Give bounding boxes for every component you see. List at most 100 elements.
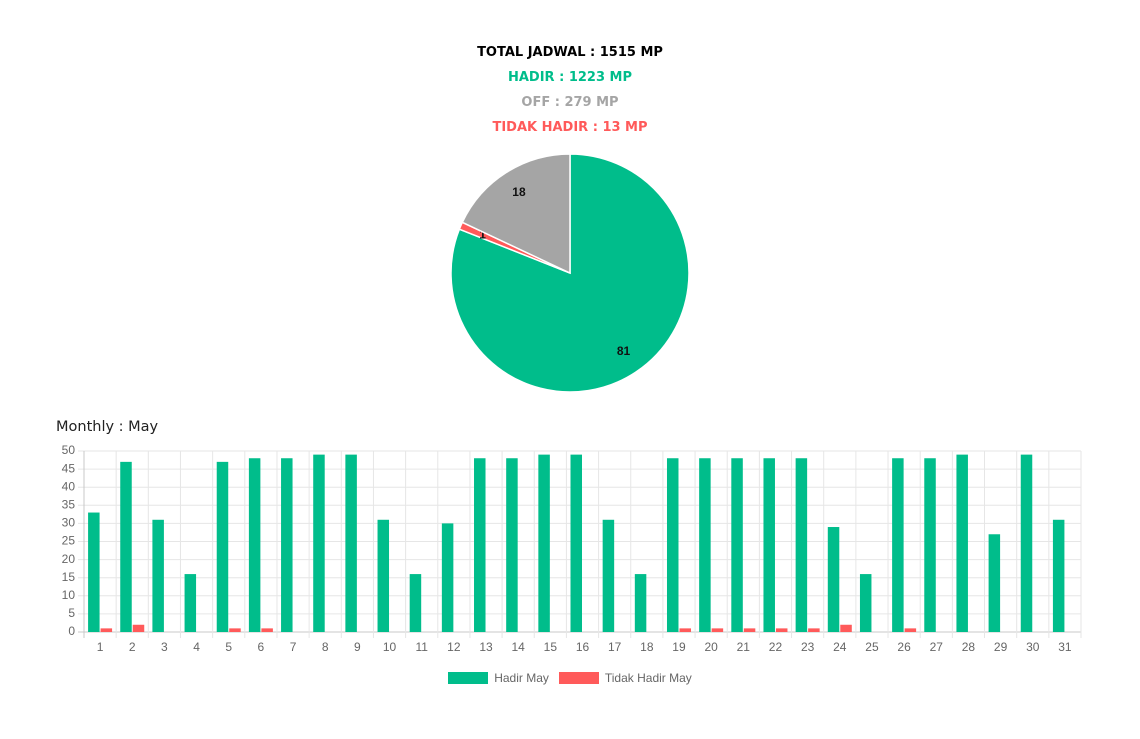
bar-hadir-16[interactable] xyxy=(570,454,583,632)
x-tick-label: 1 xyxy=(97,640,104,654)
bar-tidak-hadir-1[interactable] xyxy=(100,628,113,632)
legend-item-hadir[interactable]: Hadir May xyxy=(448,671,549,685)
off-count-text: OFF : 279 MP xyxy=(521,95,619,110)
y-tick-label: 20 xyxy=(62,552,76,566)
pie-slice-0[interactable] xyxy=(450,153,690,393)
attendance-pie-chart: 81 1 18 xyxy=(450,153,690,393)
bar-hadir-11[interactable] xyxy=(409,574,422,632)
bar-hadir-4[interactable] xyxy=(184,574,197,632)
absent-count-text: TIDAK HADIR : 13 MP xyxy=(492,120,648,135)
legend-swatch-tidak-hadir xyxy=(558,672,599,684)
x-tick-label: 26 xyxy=(897,640,911,654)
x-tick-label: 8 xyxy=(322,640,329,654)
x-tick-label: 25 xyxy=(865,640,879,654)
bar-hadir-17[interactable] xyxy=(602,519,615,632)
bar-hadir-10[interactable] xyxy=(377,519,390,632)
x-tick-label: 20 xyxy=(704,640,718,654)
bar-hadir-6[interactable] xyxy=(248,458,261,632)
bar-hadir-5[interactable] xyxy=(216,461,229,632)
x-tick-label: 16 xyxy=(576,640,590,654)
bar-hadir-23[interactable] xyxy=(795,458,808,632)
y-tick-label: 0 xyxy=(68,624,75,638)
bar-hadir-3[interactable] xyxy=(152,519,164,632)
bar-tidak-hadir-5[interactable] xyxy=(229,628,241,632)
x-tick-label: 31 xyxy=(1058,640,1072,654)
y-tick-label: 25 xyxy=(62,534,76,548)
bar-hadir-27[interactable] xyxy=(924,458,936,632)
y-tick-label: 15 xyxy=(62,570,76,584)
bar-tidak-hadir-23[interactable] xyxy=(808,628,820,632)
total-schedule-text: TOTAL JADWAL : 1515 MP xyxy=(477,45,663,60)
pie-slice-label-1: 1 xyxy=(479,227,486,241)
bar-hadir-29[interactable] xyxy=(988,534,1001,632)
legend-item-tidak-hadir[interactable]: Tidak Hadir May xyxy=(558,671,692,685)
bar-hadir-26[interactable] xyxy=(892,458,904,632)
bar-tidak-hadir-6[interactable] xyxy=(261,628,273,632)
bar-hadir-9[interactable] xyxy=(345,454,357,632)
bar-tidak-hadir-21[interactable] xyxy=(743,628,756,632)
bar-hadir-28[interactable] xyxy=(956,454,968,632)
x-tick-label: 9 xyxy=(354,640,361,654)
x-tick-label: 28 xyxy=(962,640,976,654)
bar-hadir-22[interactable] xyxy=(763,458,775,632)
x-tick-label: 29 xyxy=(994,640,1008,654)
x-tick-label: 11 xyxy=(415,640,428,654)
bar-tidak-hadir-2[interactable] xyxy=(132,624,145,632)
bar-hadir-7[interactable] xyxy=(281,458,293,632)
monthly-title: Monthly : May xyxy=(56,419,159,435)
x-tick-label: 3 xyxy=(161,640,168,654)
bar-hadir-21[interactable] xyxy=(731,458,743,632)
summary-panel: TOTAL JADWAL : 1515 MP HADIR : 1223 MP O… xyxy=(0,44,1140,144)
bar-hadir-19[interactable] xyxy=(666,458,679,632)
bar-tidak-hadir-19[interactable] xyxy=(679,628,691,632)
x-tick-label: 4 xyxy=(193,640,200,654)
bar-hadir-12[interactable] xyxy=(441,523,454,632)
x-tick-label: 27 xyxy=(930,640,944,654)
pie-slice-2[interactable] xyxy=(461,153,571,275)
x-tick-label: 24 xyxy=(833,640,847,654)
bar-tidak-hadir-26[interactable] xyxy=(904,628,917,632)
bar-hadir-24[interactable] xyxy=(827,527,840,632)
x-tick-label: 30 xyxy=(1026,640,1040,654)
x-tick-label: 5 xyxy=(225,640,232,654)
x-tick-label: 7 xyxy=(290,640,297,654)
x-tick-label: 12 xyxy=(447,640,461,654)
y-tick-label: 35 xyxy=(62,497,76,511)
bar-hadir-2[interactable] xyxy=(120,461,132,632)
y-tick-label: 45 xyxy=(62,461,76,475)
x-tick-label: 17 xyxy=(608,640,622,654)
x-tick-label: 14 xyxy=(511,640,525,654)
bar-hadir-15[interactable] xyxy=(538,454,550,632)
bar-hadir-25[interactable] xyxy=(859,574,872,632)
bar-hadir-13[interactable] xyxy=(474,458,486,632)
y-tick-label: 30 xyxy=(62,516,76,530)
legend-swatch-hadir xyxy=(448,672,489,684)
x-tick-label: 10 xyxy=(383,640,397,654)
bar-hadir-30[interactable] xyxy=(1020,454,1033,632)
legend-label-hadir: Hadir May xyxy=(494,671,549,685)
x-tick-label: 22 xyxy=(769,640,783,654)
x-tick-label: 21 xyxy=(737,640,751,654)
x-tick-label: 18 xyxy=(640,640,654,654)
bar-hadir-8[interactable] xyxy=(313,454,325,632)
y-tick-label: 5 xyxy=(68,606,75,620)
bar-hadir-1[interactable] xyxy=(88,512,100,632)
bar-hadir-31[interactable] xyxy=(1052,519,1065,632)
y-tick-label: 10 xyxy=(62,588,76,602)
bar-hadir-18[interactable] xyxy=(634,574,647,632)
bar-hadir-20[interactable] xyxy=(699,458,711,632)
x-tick-label: 6 xyxy=(258,640,265,654)
x-tick-label: 23 xyxy=(801,640,815,654)
pie-slice-label-0: 81 xyxy=(617,344,631,358)
pie-slice-label-2: 18 xyxy=(512,185,526,199)
y-tick-label: 40 xyxy=(62,479,76,493)
x-tick-label: 13 xyxy=(479,640,493,654)
bar-hadir-14[interactable] xyxy=(506,458,518,632)
bar-tidak-hadir-20[interactable] xyxy=(711,628,724,632)
x-tick-label: 2 xyxy=(129,640,136,654)
y-tick-label: 50 xyxy=(62,443,76,457)
x-tick-label: 19 xyxy=(672,640,686,654)
bar-tidak-hadir-24[interactable] xyxy=(840,624,852,632)
bar-tidak-hadir-22[interactable] xyxy=(775,628,788,632)
